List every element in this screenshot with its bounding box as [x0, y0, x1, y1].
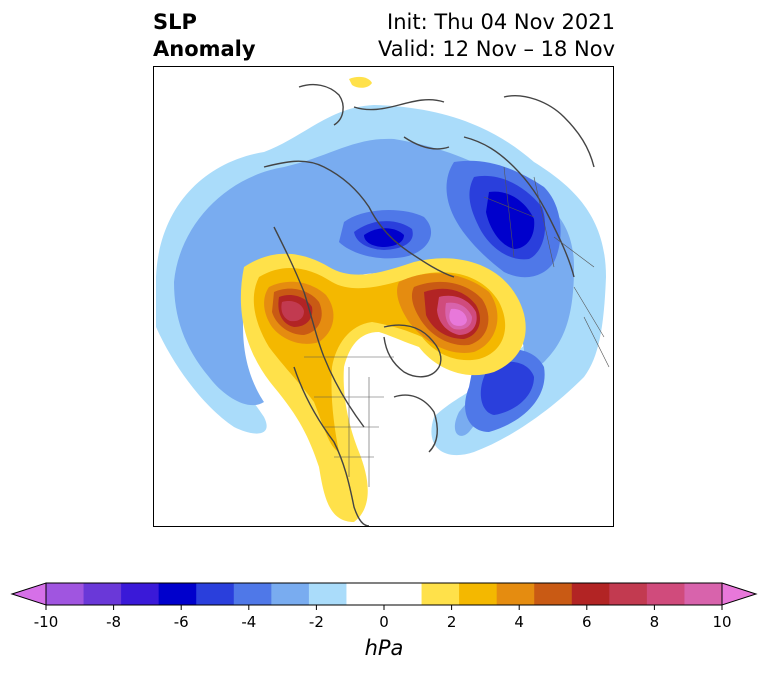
colorbar-cell [534, 583, 573, 605]
colorbar-cell [421, 583, 460, 605]
colorbar-tick-label: 10 [712, 613, 732, 631]
colorbar-arrow-left [10, 582, 47, 606]
slp-anomaly-map [153, 66, 614, 527]
valid-range: Valid: 12 Nov – 18 Nov [378, 37, 615, 61]
colorbar-cell [308, 583, 347, 605]
init-date: Init: Thu 04 Nov 2021 [387, 10, 615, 34]
colorbar-cell [233, 583, 272, 605]
colorbar-cell [646, 583, 685, 605]
colorbar-cell [571, 583, 610, 605]
colorbar-tick-label: 0 [379, 613, 389, 631]
coastlines [263, 83, 595, 526]
colorbar-arrow-right [721, 582, 758, 606]
map-canvas [156, 76, 610, 526]
colorbar-cell [609, 583, 648, 605]
colorbar [10, 582, 758, 610]
colorbar-cell [384, 583, 423, 605]
title-anomaly: Anomaly [153, 37, 256, 61]
colorbar-cell [496, 583, 535, 605]
colorbar-tick-label: 8 [649, 613, 660, 631]
colorbar-cell [83, 583, 122, 605]
colorbar-tick-label: 6 [582, 613, 592, 631]
colorbar-cell [346, 583, 385, 605]
colorbar-cell [459, 583, 498, 605]
colorbar-cells [10, 582, 758, 610]
negative-anomaly-region [156, 105, 606, 456]
borders [304, 166, 610, 487]
colorbar-tick-label: -2 [308, 613, 324, 631]
colorbar-tick-label: -6 [173, 613, 189, 631]
colorbar-cell [121, 583, 160, 605]
colorbar-tick-label: -10 [33, 613, 59, 631]
colorbar-cell [46, 583, 85, 605]
colorbar-units: hPa [364, 636, 404, 660]
title-variable: SLP [153, 10, 197, 34]
colorbar-tick-label: 2 [446, 613, 457, 631]
colorbar-cell [158, 583, 197, 605]
colorbar-cell [271, 583, 310, 605]
colorbar-cell [196, 583, 235, 605]
colorbar-cell [684, 583, 723, 605]
colorbar-tick-label: 4 [514, 613, 524, 631]
colorbar-tick-label: -8 [106, 613, 122, 631]
colorbar-tick-label: -4 [241, 613, 257, 631]
